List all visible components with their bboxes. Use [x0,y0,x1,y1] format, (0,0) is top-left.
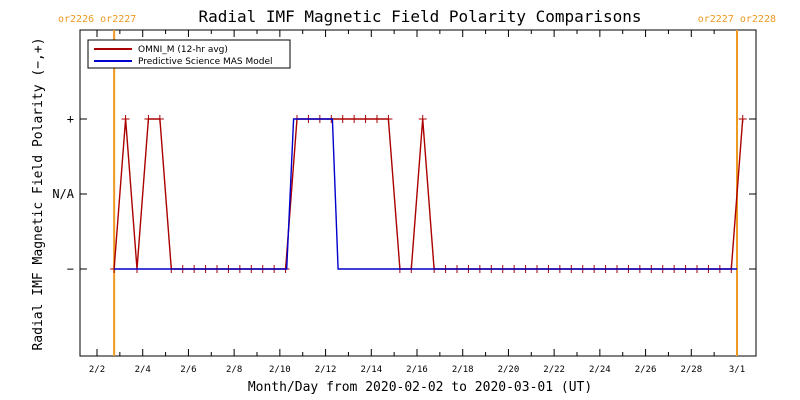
legend-label: OMNI_M (12-hr avg) [138,45,228,55]
carrington-label: or2226 or2227 [58,14,136,25]
data-point [384,115,393,123]
chart-title: Radial IMF Magnetic Field Polarity Compa… [198,7,641,26]
legend: OMNI_M (12-hr avg) Predictive Science MAS… [87,39,291,69]
carrington-right-label: or2228 [740,14,776,25]
legend-box [87,39,291,69]
series-layer [110,115,747,273]
data-point [418,115,427,123]
data-point [373,115,381,123]
x-tick-label: 2/12 [315,365,337,375]
x-tick-label: 2/6 [180,365,196,375]
x-tick-label: 2/20 [498,365,520,375]
legend-label: Predictive Science MAS Model [138,57,273,67]
carrington-right-label: or2227 [100,14,136,25]
x-tick-label: 2/28 [680,365,702,375]
plot-frame [79,29,757,357]
x-tick-label: 2/16 [406,365,428,375]
x-tick-label: 2/24 [589,365,611,375]
y-tick-label: N/A [52,187,74,201]
x-axis-label: Month/Day from 2020-02-02 to 2020-03-01 … [248,380,592,395]
data-point [338,115,347,123]
data-point [155,115,164,123]
x-tick-label: 2/26 [635,365,657,375]
x-tick-label: 2/8 [226,365,242,375]
data-point [144,115,153,123]
y-axis-label: Radial IMF Magnetic Field Polarity (−,+) [31,37,46,350]
axis-ticks: 2/2 2/4 2/6 2/8 2/10 2/12 2/14 2/16 2/18 2/20 2/22… [52,30,756,375]
x-tick-label: 2/22 [543,365,565,375]
data-point [361,115,370,123]
carrington-left-label: or2226 [58,14,94,25]
x-tick-label: 2/18 [452,365,474,375]
x-tick-label: 2/2 [89,365,105,375]
x-tick-label: 2/4 [135,365,151,375]
data-point [738,115,747,123]
x-tick-label: 2/10 [269,365,291,375]
y-tick-label: − [67,262,74,276]
data-point [350,115,359,123]
x-tick-label: 2/14 [360,365,382,375]
y-tick-label: + [67,112,74,126]
data-point [121,115,130,123]
carrington-left-label: or2227 [698,14,734,25]
series-line-model [114,118,737,270]
x-tick-label: 3/1 [729,365,745,375]
carrington-label: or2227 or2228 [698,14,776,25]
series-line-omni [113,118,744,270]
